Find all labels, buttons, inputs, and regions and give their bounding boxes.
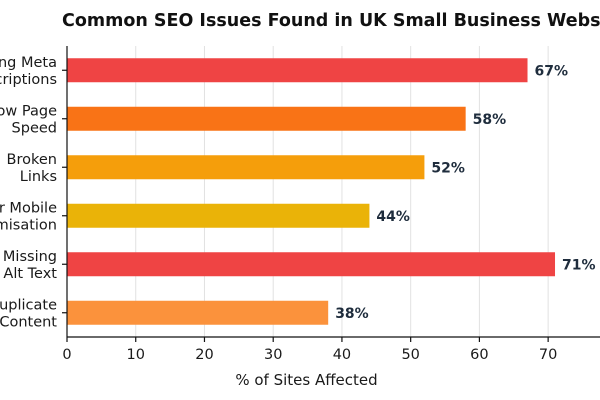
chart-title: Common SEO Issues Found in UK Small Busi…: [62, 11, 600, 31]
bar: [67, 106, 466, 131]
x-axis-ticks: 0 10 20 30 40 50 60 70: [62, 337, 557, 363]
category-label: Links: [20, 169, 57, 185]
bar-value-label: 58%: [473, 112, 507, 128]
category-label: Poor Mobile: [0, 200, 57, 216]
x-tick-label: 0: [62, 347, 71, 363]
x-tick-label: 60: [470, 347, 488, 363]
x-tick-label: 50: [401, 347, 419, 363]
category-label: Missing Meta: [0, 55, 57, 71]
bar: [67, 155, 425, 180]
bar-value-label: 44%: [376, 209, 410, 225]
bar: [67, 58, 528, 83]
x-axis-label: % of Sites Affected: [235, 371, 377, 389]
bar-value-label: 71%: [562, 257, 596, 273]
value-labels: 67% 58% 52% 44% 71% 38%: [335, 63, 595, 322]
category-label: Descriptions: [0, 72, 57, 88]
category-label: Slow Page: [0, 103, 57, 119]
gridlines: [135, 46, 549, 337]
x-tick-label: 20: [195, 347, 213, 363]
bar-value-label: 67%: [535, 63, 569, 79]
x-tick-label: 30: [264, 347, 282, 363]
x-tick-label: 10: [127, 347, 145, 363]
bar: [67, 203, 370, 228]
x-tick-label: 70: [539, 347, 557, 363]
category-label: Broken: [7, 152, 57, 168]
category-label: Alt Text: [3, 266, 57, 282]
axes: [66, 46, 600, 338]
bar: [67, 300, 329, 325]
category-label: Duplicate: [0, 297, 57, 313]
category-label: Optimisation: [0, 217, 57, 233]
bar-value-label: 38%: [335, 306, 369, 322]
category-label: Speed: [12, 120, 57, 136]
bar: [67, 252, 556, 277]
x-tick-label: 40: [333, 347, 351, 363]
bar-value-label: 52%: [431, 160, 465, 176]
category-label: Missing: [3, 249, 57, 265]
bars: [67, 58, 556, 325]
category-label: Content: [0, 314, 57, 330]
